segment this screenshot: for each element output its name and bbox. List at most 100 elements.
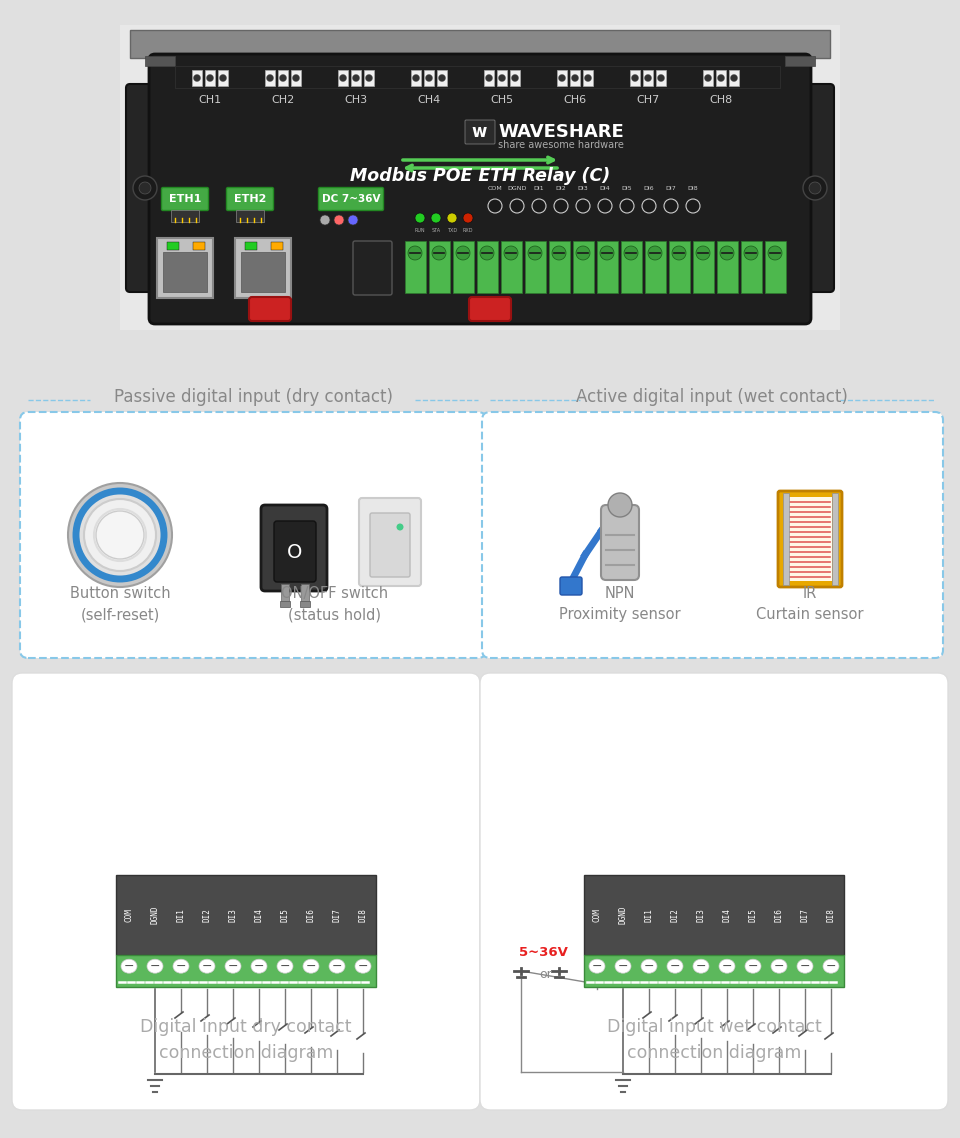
FancyBboxPatch shape xyxy=(480,673,948,1110)
Circle shape xyxy=(334,215,344,225)
Text: −: − xyxy=(826,959,836,973)
Bar xyxy=(703,71,713,86)
Circle shape xyxy=(94,509,146,561)
Circle shape xyxy=(463,213,473,223)
Bar xyxy=(236,211,264,222)
FancyBboxPatch shape xyxy=(161,188,208,211)
Circle shape xyxy=(504,246,518,259)
Ellipse shape xyxy=(823,959,839,973)
Text: −: − xyxy=(150,959,160,973)
Ellipse shape xyxy=(693,959,709,973)
Text: ETH2: ETH2 xyxy=(234,193,266,204)
Circle shape xyxy=(571,74,579,82)
Text: TXD: TXD xyxy=(447,228,457,232)
Circle shape xyxy=(598,199,612,213)
FancyBboxPatch shape xyxy=(149,53,811,324)
Ellipse shape xyxy=(173,959,189,973)
Bar xyxy=(630,71,640,86)
Ellipse shape xyxy=(615,959,631,973)
Circle shape xyxy=(608,493,632,517)
Ellipse shape xyxy=(745,959,761,973)
Circle shape xyxy=(768,246,782,259)
Text: −: − xyxy=(800,959,810,973)
FancyBboxPatch shape xyxy=(20,412,486,658)
Text: DI8: DI8 xyxy=(687,185,698,191)
Bar xyxy=(832,493,838,585)
Bar xyxy=(145,56,175,66)
Text: 5~36V: 5~36V xyxy=(519,947,568,959)
Circle shape xyxy=(658,74,664,82)
Bar xyxy=(525,241,546,292)
Text: −: − xyxy=(228,959,238,973)
Circle shape xyxy=(528,246,542,259)
Text: DI6: DI6 xyxy=(775,908,783,922)
Circle shape xyxy=(96,511,144,559)
FancyBboxPatch shape xyxy=(560,577,582,595)
Bar xyxy=(497,71,507,86)
Text: COM: COM xyxy=(125,908,133,922)
Bar xyxy=(278,71,288,86)
Text: WAVESHARE: WAVESHARE xyxy=(498,123,624,141)
Text: share awesome hardware: share awesome hardware xyxy=(498,140,624,150)
Ellipse shape xyxy=(251,959,267,973)
Bar xyxy=(205,71,215,86)
Circle shape xyxy=(585,74,591,82)
Bar xyxy=(271,242,283,250)
Ellipse shape xyxy=(147,959,163,973)
Bar xyxy=(364,71,374,86)
Circle shape xyxy=(744,246,758,259)
Circle shape xyxy=(809,182,821,193)
Circle shape xyxy=(194,74,201,82)
Bar xyxy=(583,71,593,86)
Circle shape xyxy=(68,483,172,587)
Bar xyxy=(175,66,780,88)
Text: −: − xyxy=(617,959,628,973)
Circle shape xyxy=(554,199,568,213)
Text: Modbus POE ETH Relay (C): Modbus POE ETH Relay (C) xyxy=(349,167,611,185)
Circle shape xyxy=(133,176,157,200)
Text: −: − xyxy=(332,959,343,973)
Bar xyxy=(656,71,666,86)
Bar xyxy=(453,241,474,292)
Bar xyxy=(501,241,522,292)
Circle shape xyxy=(672,246,686,259)
FancyBboxPatch shape xyxy=(157,238,213,298)
Text: w: w xyxy=(471,123,487,141)
Text: DI5: DI5 xyxy=(280,908,290,922)
Bar xyxy=(643,71,653,86)
Text: DC 7~36V: DC 7~36V xyxy=(322,193,380,204)
Text: DI3: DI3 xyxy=(228,908,237,922)
Bar xyxy=(645,241,666,292)
Bar xyxy=(116,875,376,955)
Text: CH1: CH1 xyxy=(199,94,222,105)
Text: COM: COM xyxy=(488,185,502,191)
Circle shape xyxy=(642,199,656,213)
Text: DI7: DI7 xyxy=(665,185,677,191)
Bar xyxy=(301,584,309,602)
FancyBboxPatch shape xyxy=(319,188,383,211)
Circle shape xyxy=(279,74,286,82)
Bar xyxy=(163,251,207,292)
Ellipse shape xyxy=(589,959,605,973)
Circle shape xyxy=(720,246,734,259)
Text: −: − xyxy=(358,959,369,973)
Bar xyxy=(245,242,257,250)
FancyBboxPatch shape xyxy=(353,241,392,295)
Circle shape xyxy=(488,199,502,213)
Text: or: or xyxy=(539,967,552,981)
Text: Button switch
(self-reset): Button switch (self-reset) xyxy=(70,586,170,622)
Ellipse shape xyxy=(355,959,371,973)
Circle shape xyxy=(84,498,156,571)
Circle shape xyxy=(366,74,372,82)
Bar xyxy=(437,71,447,86)
Text: −: − xyxy=(176,959,186,973)
Bar xyxy=(241,251,285,292)
Text: DI8: DI8 xyxy=(827,908,835,922)
Text: −: − xyxy=(722,959,732,973)
Circle shape xyxy=(431,213,441,223)
Circle shape xyxy=(510,199,524,213)
Ellipse shape xyxy=(329,959,345,973)
Circle shape xyxy=(267,74,274,82)
Text: NPN
Proximity sensor: NPN Proximity sensor xyxy=(559,586,681,622)
Circle shape xyxy=(432,246,446,259)
